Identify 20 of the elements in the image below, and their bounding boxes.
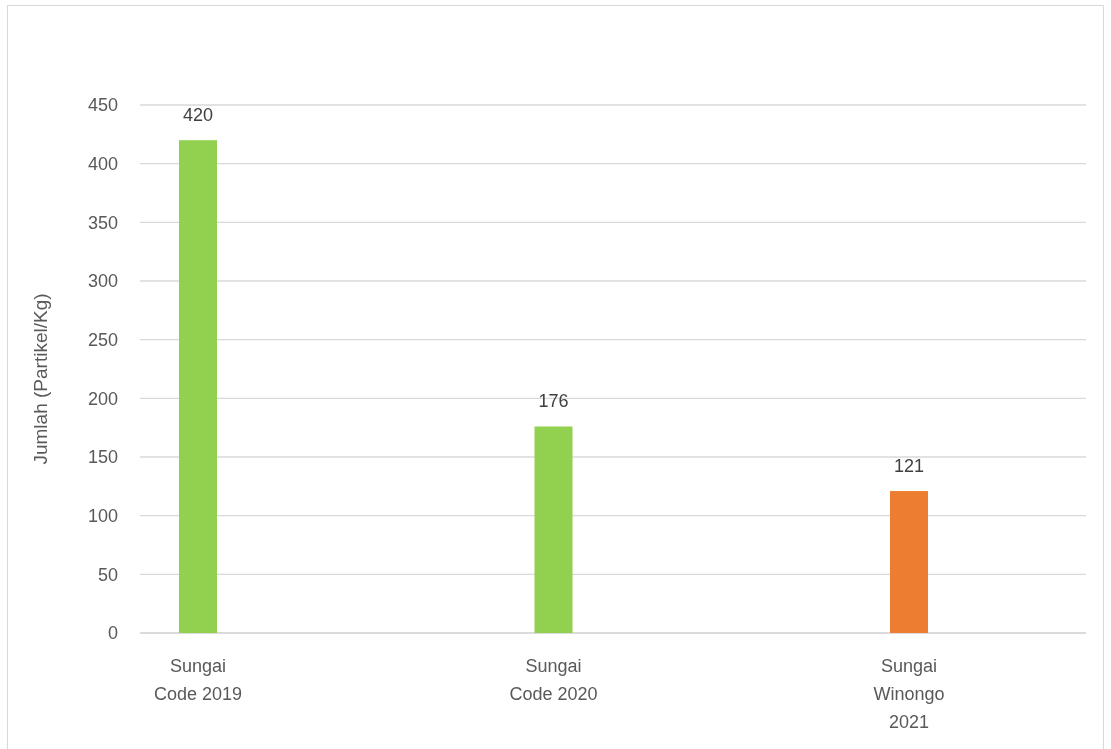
y-axis-title: Jumlah (Partikel/Kg) [29, 293, 51, 465]
y-tick-label: 450 [87, 95, 118, 116]
y-tick-label: 250 [87, 329, 118, 350]
x-tick-label: Sungai Code 2020 [509, 656, 598, 704]
y-tick-label: 0 [107, 623, 118, 644]
y-tick-label: 150 [87, 447, 118, 468]
bar [179, 140, 217, 633]
y-tick-label: 300 [87, 271, 118, 292]
data-label: 121 [893, 456, 925, 477]
y-tick-label: 50 [97, 564, 118, 585]
x-tick-label: Sungai Code 2019 [153, 656, 243, 704]
bar [534, 426, 573, 633]
data-label: 420 [182, 105, 214, 126]
data-label: 176 [538, 391, 569, 412]
bar [890, 491, 928, 633]
x-tick-label: Sungai Winongo 2021 [873, 656, 945, 732]
y-tick-label: 400 [87, 153, 118, 174]
y-tick-label: 100 [87, 505, 118, 526]
y-tick-label: 200 [87, 388, 118, 409]
y-tick-label: 350 [87, 212, 118, 233]
